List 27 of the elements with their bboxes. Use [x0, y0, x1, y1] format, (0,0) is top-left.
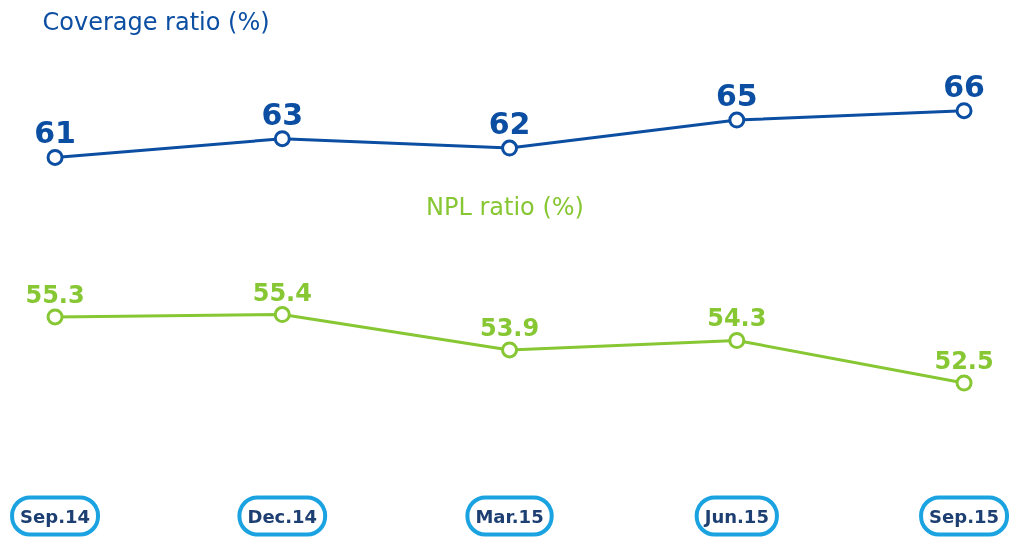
point	[46, 148, 64, 166]
data-label: 66	[943, 68, 985, 104]
data-label: 55.3	[25, 280, 85, 309]
x-tick-label: Sep.14	[20, 505, 91, 527]
data-label: 62	[488, 106, 531, 142]
x-tick-label: Dec.14	[247, 505, 318, 527]
x-tick-label: Sep.15	[929, 505, 1000, 527]
data-label: 55.4	[252, 278, 312, 307]
point	[955, 374, 973, 392]
chart-title: NPL ratio (%)	[426, 192, 584, 221]
point	[46, 308, 64, 326]
data-label: 61	[34, 115, 76, 151]
point	[501, 341, 519, 359]
point	[728, 111, 746, 129]
data-label: 52.5	[934, 347, 994, 375]
point	[501, 139, 519, 157]
point	[273, 130, 291, 148]
x-tick-label: Jun.15	[702, 505, 769, 527]
point	[955, 102, 973, 120]
data-label: 54.3	[707, 304, 767, 333]
point	[273, 306, 291, 324]
x-tick-label: Mar.15	[475, 505, 544, 527]
point	[728, 332, 746, 349]
data-label: 53.9	[479, 313, 540, 342]
data-label: 65	[715, 78, 758, 114]
chart-title: Coverage ratio (%)	[42, 7, 270, 36]
data-label: 63	[261, 96, 304, 132]
